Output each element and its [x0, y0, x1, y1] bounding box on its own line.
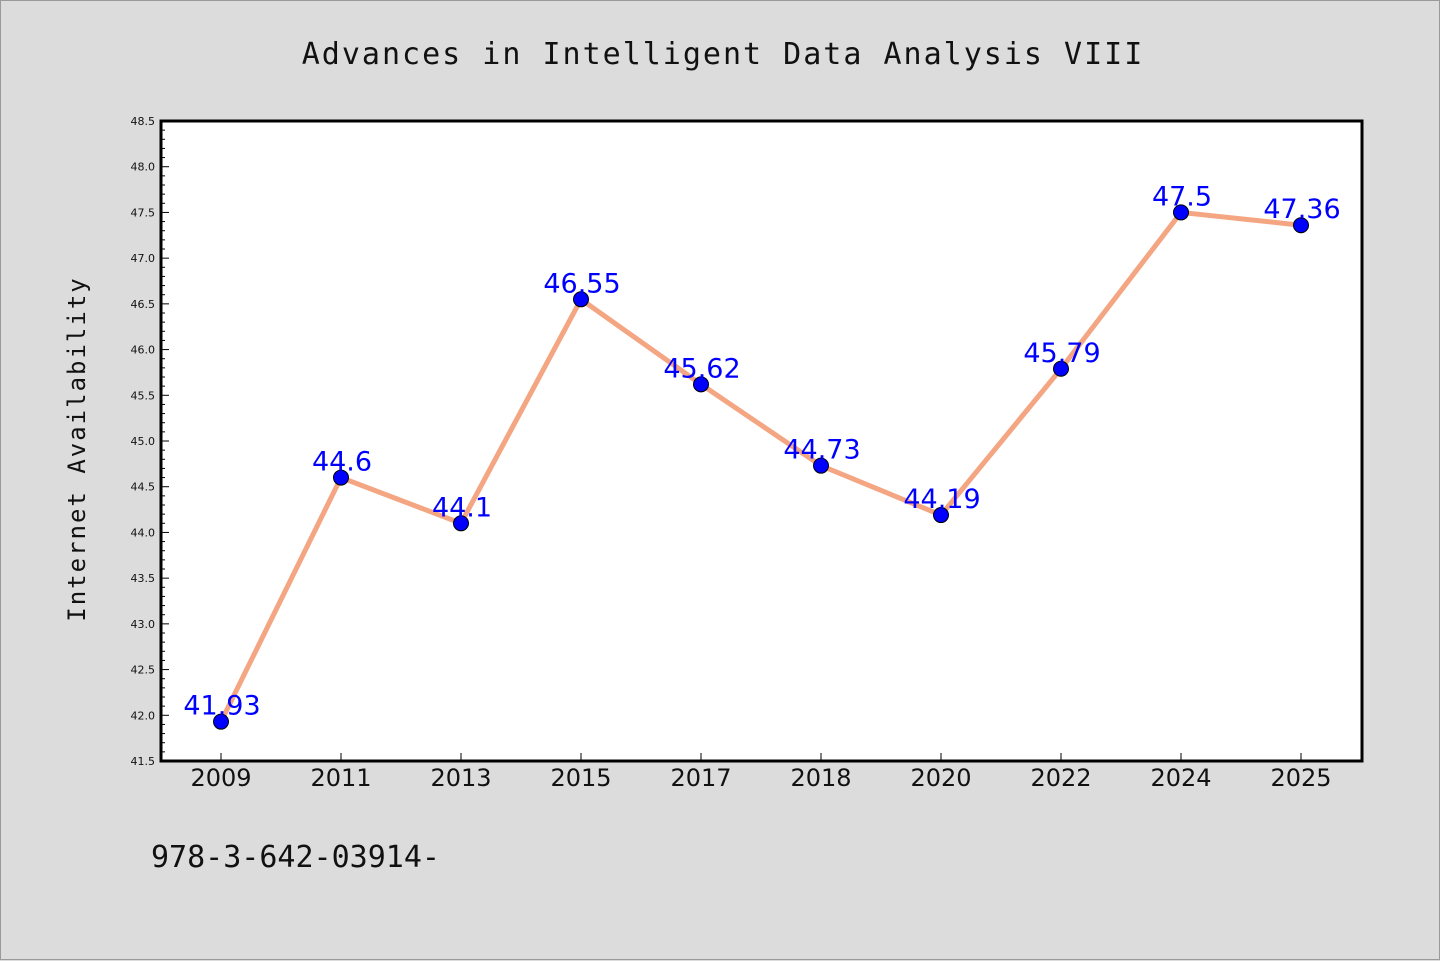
data-point-marker [1053, 360, 1069, 377]
data-label: 45.62 [663, 353, 740, 384]
x-tick-label: 2024 [1150, 764, 1211, 792]
data-label: 44.6 [312, 447, 372, 478]
x-tick-label: 2009 [190, 764, 251, 792]
data-point-marker [1173, 204, 1189, 221]
x-axis: 2009 2011 2013 2015 2017 2018 2020 2022 2024 2025 [190, 753, 1332, 792]
x-tick-label: 2013 [430, 764, 491, 792]
y-tick-label: 44.5 [131, 481, 156, 494]
x-tick-label: 2020 [910, 764, 971, 792]
y-tick-label: 46.5 [131, 298, 156, 311]
plot-area [161, 121, 1362, 761]
data-point-marker [453, 515, 469, 532]
data-label: 44.19 [903, 484, 980, 515]
data-label: 46.55 [543, 268, 620, 299]
y-tick-label: 48.5 [131, 115, 156, 128]
data-label: 45.79 [1023, 338, 1100, 369]
y-tick-label: 47.0 [131, 252, 156, 265]
x-tick-label: 2025 [1270, 764, 1331, 792]
y-tick-label: 45.5 [131, 389, 156, 402]
data-point-marker [933, 507, 949, 524]
data-point-marker [213, 713, 229, 730]
y-tick-label: 47.5 [131, 206, 156, 219]
data-label: 44.1 [432, 492, 492, 523]
y-tick-label: 42.0 [131, 709, 156, 722]
y-tick-label: 46.0 [131, 344, 156, 357]
data-point-marker [1293, 217, 1309, 234]
x-tick-label: 2017 [670, 764, 731, 792]
data-label: 41.93 [183, 691, 260, 722]
plot-border [159, 119, 1364, 763]
y-axis-label: Internet Availability [63, 276, 91, 621]
chart-title: Advances in Intelligent Data Analysis VI… [302, 37, 1145, 72]
y-tick-label: 41.5 [131, 755, 156, 768]
x-tick-label: 2011 [310, 764, 371, 792]
y-tick-label: 48.0 [131, 161, 156, 174]
y-tick-label: 44.0 [131, 526, 156, 539]
x-tick-label: 2018 [790, 764, 851, 792]
y-tick-label: 42.5 [131, 664, 156, 677]
y-tick-label: 43.5 [131, 572, 156, 585]
data-point-marker [813, 457, 829, 474]
x-tick-label: 2015 [550, 764, 611, 792]
data-point-marker [573, 291, 589, 308]
data-label: 47.36 [1263, 194, 1340, 225]
markers-group [213, 204, 1309, 730]
series-line-group [218, 209, 1302, 723]
data-point-marker [333, 469, 349, 486]
y-axis: 41.5 42.0 42.5 43.0 43.5 44.0 44.5 45.0 45.5 46.0… [131, 115, 169, 768]
data-point-marker [693, 376, 709, 393]
series-line [218, 209, 1302, 723]
y-tick-label: 43.0 [131, 618, 156, 631]
x-tick-label: 2022 [1030, 764, 1091, 792]
footer-isbn: 978-3-642-03914- [151, 840, 440, 875]
data-label: 44.73 [783, 435, 860, 466]
data-label: 47.5 [1152, 181, 1212, 212]
data-labels-group: 41.93 44.6 44.1 46.55 45.62 44.73 44.19 45.79 47… [183, 181, 1340, 721]
y-tick-label: 45.0 [131, 435, 156, 448]
